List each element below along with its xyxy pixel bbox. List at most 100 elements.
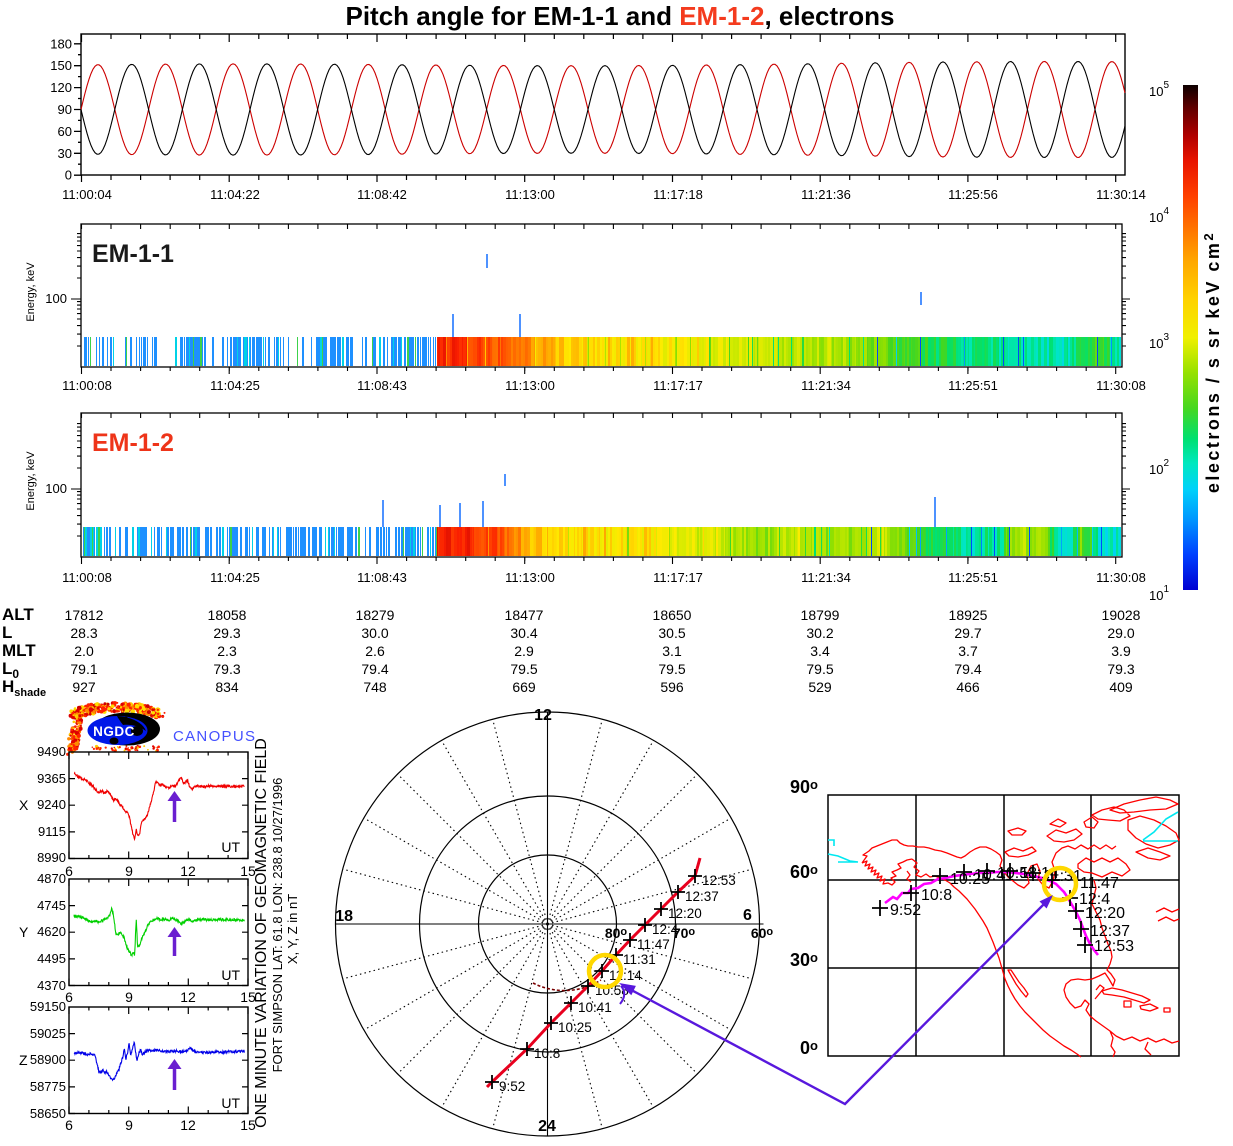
svg-text:11:08:43: 11:08:43 — [357, 570, 407, 585]
svg-text:79.3: 79.3 — [213, 661, 240, 677]
svg-text:70o: 70o — [673, 925, 696, 941]
svg-text:6: 6 — [65, 989, 73, 1005]
svg-text:100: 100 — [45, 291, 67, 306]
svg-text:NGDC: NGDC — [93, 724, 135, 739]
svg-text:11:25:51: 11:25:51 — [948, 570, 998, 585]
svg-text:11:30:14: 11:30:14 — [1096, 187, 1146, 202]
svg-text:669: 669 — [512, 679, 536, 695]
svg-text:12:37: 12:37 — [1090, 923, 1130, 940]
svg-text:11:13:00: 11:13:00 — [505, 187, 555, 202]
svg-text:9365: 9365 — [37, 771, 66, 786]
svg-text:79.5: 79.5 — [510, 661, 537, 677]
svg-text:60o: 60o — [751, 925, 774, 941]
svg-text:18799: 18799 — [801, 607, 840, 623]
svg-text:529: 529 — [808, 679, 832, 695]
svg-text:79.4: 79.4 — [954, 661, 981, 677]
svg-text:11:14: 11:14 — [609, 968, 642, 983]
svg-text:79.4: 79.4 — [361, 661, 388, 677]
svg-text:2.0: 2.0 — [74, 643, 94, 659]
svg-text:11:17:17: 11:17:17 — [653, 378, 703, 393]
svg-text:12:20: 12:20 — [1085, 905, 1125, 922]
svg-text:59150: 59150 — [30, 999, 66, 1014]
svg-text:12: 12 — [534, 707, 552, 724]
svg-text:30: 30 — [58, 146, 72, 161]
svg-text:UT: UT — [221, 839, 240, 855]
svg-text:19028: 19028 — [1102, 607, 1141, 623]
svg-text:80o: 80o — [605, 925, 628, 941]
svg-text:9: 9 — [125, 989, 133, 1005]
svg-text:0: 0 — [65, 168, 72, 183]
svg-text:17812: 17812 — [65, 607, 104, 623]
svg-text:4370: 4370 — [37, 978, 66, 993]
svg-text:18925: 18925 — [949, 607, 988, 623]
svg-text:11:21:34: 11:21:34 — [801, 378, 851, 393]
svg-text:9:52: 9:52 — [890, 902, 921, 919]
svg-text:11:04:25: 11:04:25 — [210, 570, 260, 585]
svg-text:9:52: 9:52 — [499, 1079, 525, 1094]
svg-text:CANOPUS: CANOPUS — [173, 728, 256, 745]
svg-text:466: 466 — [956, 679, 980, 695]
svg-text:12: 12 — [180, 863, 196, 879]
svg-text:11:17:18: 11:17:18 — [653, 187, 703, 202]
svg-text:3.9: 3.9 — [1111, 643, 1131, 659]
svg-text:11:13:00: 11:13:00 — [505, 570, 555, 585]
svg-text:12:4: 12:4 — [652, 922, 679, 937]
svg-text:120: 120 — [50, 80, 72, 95]
svg-text:59025: 59025 — [30, 1026, 66, 1041]
svg-text:4495: 4495 — [37, 951, 66, 966]
svg-text:12:53: 12:53 — [1094, 938, 1134, 955]
svg-text:11:00:04: 11:00:04 — [62, 187, 112, 202]
svg-text:15: 15 — [240, 863, 256, 879]
svg-text:Energy, keV: Energy, keV — [25, 262, 37, 322]
svg-text:X: X — [19, 797, 29, 813]
svg-text:11:30:08: 11:30:08 — [1096, 570, 1146, 585]
svg-text:90: 90 — [58, 102, 72, 117]
svg-text:Y: Y — [19, 924, 29, 940]
svg-text:Z: Z — [19, 1052, 28, 1068]
svg-text:UT: UT — [221, 967, 240, 983]
svg-text:11:17:17: 11:17:17 — [653, 570, 703, 585]
svg-text:11:31: 11:31 — [623, 952, 656, 967]
svg-text:11:00:08: 11:00:08 — [62, 570, 112, 585]
svg-text:11:04:25: 11:04:25 — [210, 378, 260, 393]
svg-text:60: 60 — [58, 124, 72, 139]
svg-text:L: L — [2, 623, 12, 642]
svg-text:ALT: ALT — [2, 605, 34, 624]
svg-text:9240: 9240 — [37, 797, 66, 812]
svg-text:24: 24 — [538, 1118, 556, 1135]
svg-text:9: 9 — [125, 1117, 133, 1133]
svg-text:2.6: 2.6 — [365, 643, 385, 659]
svg-text:MLT: MLT — [2, 641, 36, 660]
svg-text:29.3: 29.3 — [213, 625, 240, 641]
svg-text:834: 834 — [215, 679, 239, 695]
svg-text:58650: 58650 — [30, 1106, 66, 1121]
svg-text:10:25: 10:25 — [950, 871, 990, 888]
svg-text:11:00:08: 11:00:08 — [62, 378, 112, 393]
svg-text:8990: 8990 — [37, 850, 66, 865]
svg-text:18650: 18650 — [653, 607, 692, 623]
svg-text:12: 12 — [180, 989, 196, 1005]
svg-text:927: 927 — [72, 679, 96, 695]
svg-text:6: 6 — [743, 907, 752, 924]
svg-text:11:30:08: 11:30:08 — [1096, 378, 1146, 393]
svg-text:29.7: 29.7 — [954, 625, 981, 641]
svg-text:2.3: 2.3 — [217, 643, 237, 659]
svg-text:58900: 58900 — [30, 1052, 66, 1067]
svg-text:748: 748 — [363, 679, 387, 695]
svg-text:30.5: 30.5 — [658, 625, 685, 641]
svg-text:11:13:00: 11:13:00 — [505, 378, 555, 393]
svg-text:79.5: 79.5 — [806, 661, 833, 677]
svg-text:2.9: 2.9 — [514, 643, 534, 659]
svg-text:15: 15 — [240, 989, 256, 1005]
svg-text:3.1: 3.1 — [662, 643, 682, 659]
svg-text:79.5: 79.5 — [658, 661, 685, 677]
svg-text:18279: 18279 — [356, 607, 395, 623]
svg-text:4745: 4745 — [37, 898, 66, 913]
svg-text:18477: 18477 — [505, 607, 544, 623]
svg-text:12:20: 12:20 — [668, 906, 702, 921]
svg-text:6: 6 — [65, 1117, 73, 1133]
svg-text:9115: 9115 — [38, 824, 66, 839]
svg-text:12:37: 12:37 — [685, 889, 719, 904]
svg-text:596: 596 — [660, 679, 684, 695]
svg-text:10:25: 10:25 — [558, 1020, 592, 1035]
